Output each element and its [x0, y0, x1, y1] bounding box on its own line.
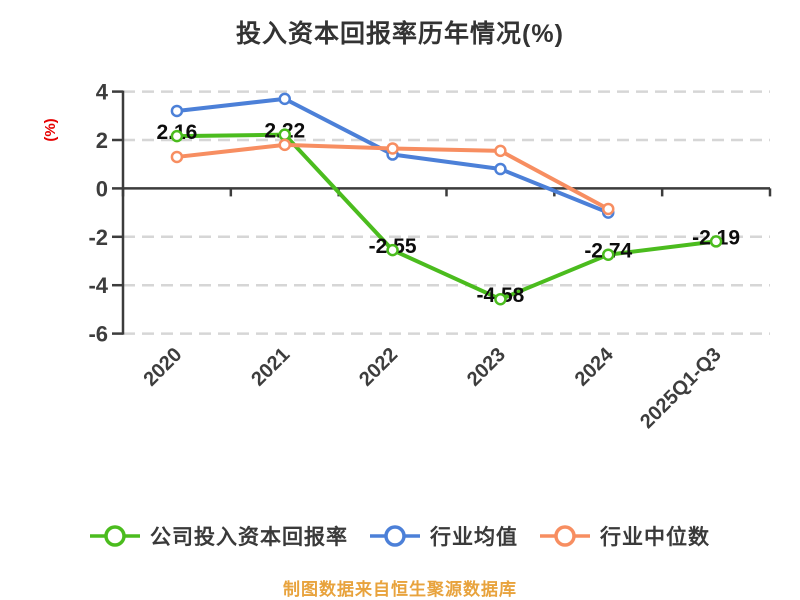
- data-point[interactable]: [709, 235, 723, 248]
- data-point[interactable]: [278, 138, 291, 152]
- x-tick-label: 2022: [355, 344, 402, 391]
- legend-item-2[interactable]: 行业中位数: [540, 521, 710, 551]
- y-tick-label: -6: [88, 322, 108, 347]
- data-point[interactable]: [494, 144, 507, 158]
- data-point[interactable]: [602, 202, 615, 216]
- y-tick-label: 2: [96, 128, 108, 153]
- series-line-0: [174, 132, 719, 302]
- x-tick-label: 2023: [463, 344, 510, 391]
- data-point[interactable]: [170, 104, 184, 118]
- data-point[interactable]: [386, 243, 399, 257]
- legend-label: 行业均值: [430, 526, 518, 549]
- y-tick-label: -4: [88, 273, 108, 298]
- data-point[interactable]: [170, 150, 184, 164]
- legend-marker-icon: [370, 525, 420, 547]
- data-point[interactable]: [494, 292, 507, 306]
- x-tick-label: 2024: [571, 343, 619, 391]
- data-point[interactable]: [278, 128, 291, 141]
- y-tick-label: 0: [96, 176, 108, 201]
- data-point[interactable]: [386, 142, 399, 155]
- data-point[interactable]: [602, 248, 615, 261]
- legend-marker-icon: [540, 525, 590, 547]
- x-tick-label: 2025Q1-Q3: [636, 344, 725, 433]
- legend-item-0[interactable]: 公司投入资本回报率: [90, 521, 348, 551]
- legend: 公司投入资本回报率 行业均值 行业中位数: [0, 521, 800, 551]
- y-tick-label: -2: [88, 225, 108, 250]
- legend-item-1[interactable]: 行业均值: [370, 521, 518, 551]
- y-tick-label: 4: [96, 80, 109, 105]
- data-source-note: 制图数据来自恒生聚源数据库: [283, 580, 517, 599]
- data-point[interactable]: [494, 162, 507, 176]
- data-point[interactable]: [170, 129, 184, 143]
- legend-label: 公司投入资本回报率: [150, 526, 348, 549]
- chart-title: 投入资本回报率历年情况(%): [236, 20, 564, 48]
- x-tick-label: 2021: [247, 344, 294, 391]
- legend-marker-icon: [90, 525, 140, 547]
- data-point[interactable]: [278, 92, 291, 106]
- x-tick-label: 2020: [139, 344, 186, 391]
- legend-label: 行业中位数: [600, 526, 710, 549]
